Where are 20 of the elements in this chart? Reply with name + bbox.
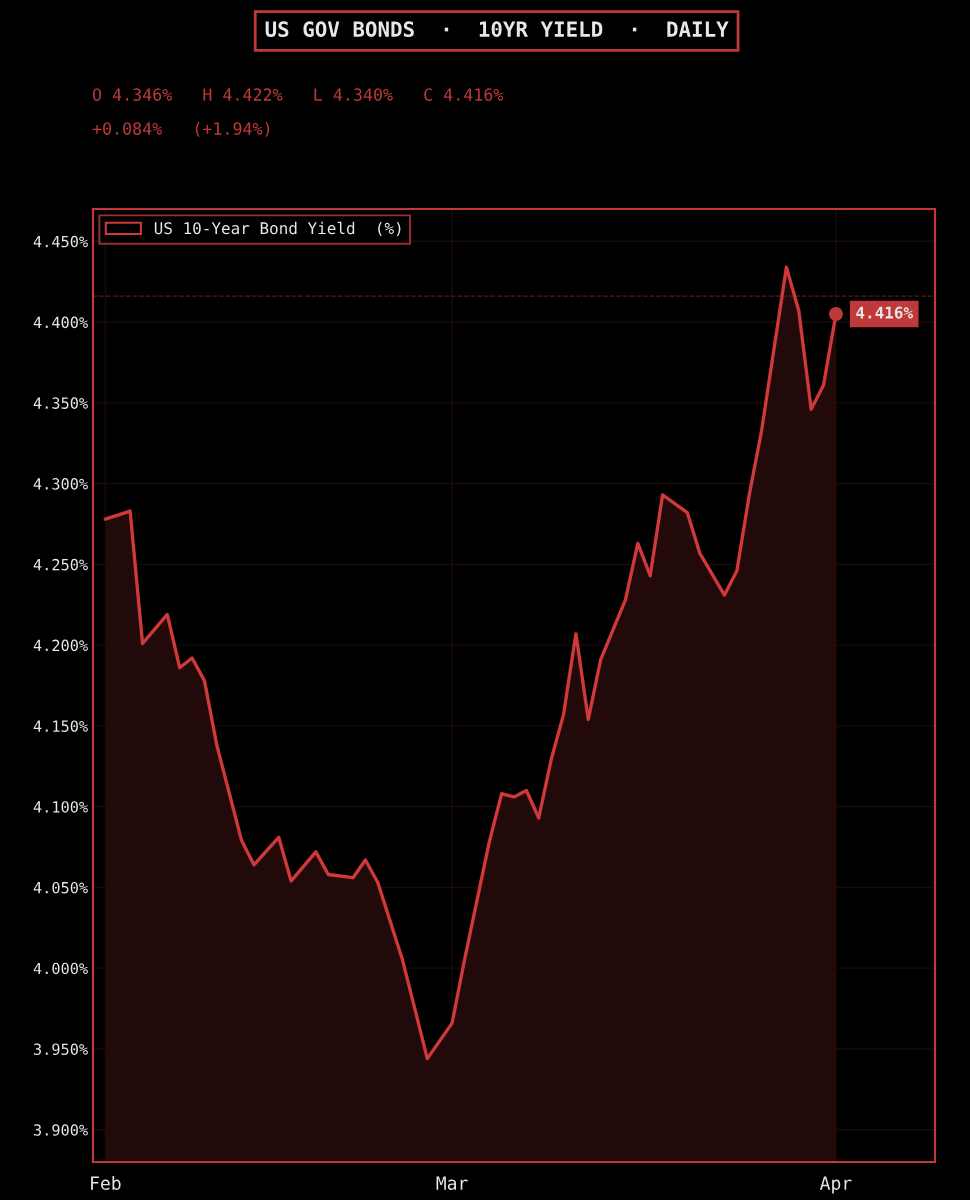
y-tick-label: 4.000% (33, 962, 88, 975)
x-tick-label: Mar (436, 1176, 468, 1190)
y-tick-label: 4.050% (33, 881, 88, 894)
annotation: 4.416% (856, 306, 913, 319)
y-tick-label: 3.950% (33, 1043, 88, 1055)
text: +0.084% (+1.94%) (92, 122, 270, 137)
y-tick-label: 4.250% (33, 558, 88, 571)
y-tick-label: 3.900% (33, 1124, 88, 1136)
x-tick-label: Feb (91, 1175, 121, 1190)
y-tick-label: 4.300% (33, 478, 88, 490)
y-tick-label: 4.450% (33, 235, 88, 248)
legend-label: US 10-Year Bond Yield (%) (154, 221, 401, 237)
x-tick-label: Apr (819, 1176, 852, 1194)
y-tick-label: 4.400% (33, 316, 88, 329)
chart-subtitle: O 4.346% H 4.422% L 4.340% C 4.416% (92, 88, 504, 101)
y-tick-label: 4.350% (33, 397, 88, 409)
y-tick-label: 4.100% (33, 801, 88, 813)
chart-title: US GOV BONDS · 10YR YIELD · DAILY (265, 21, 729, 38)
y-tick-label: 4.200% (33, 639, 88, 652)
y-tick-label: 4.150% (33, 720, 88, 732)
